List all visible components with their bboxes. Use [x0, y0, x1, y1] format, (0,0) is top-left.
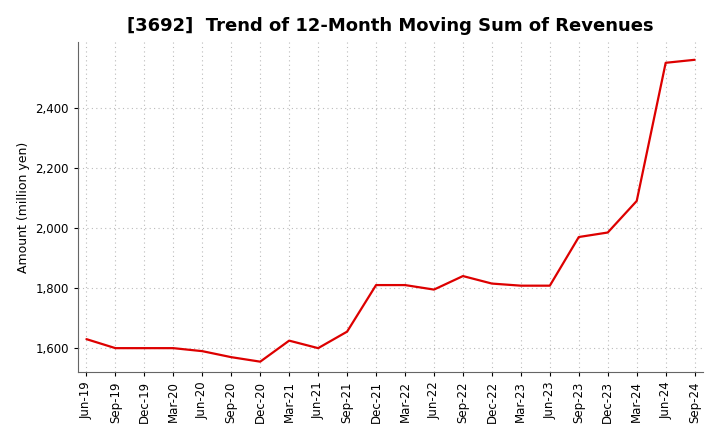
- Y-axis label: Amount (million yen): Amount (million yen): [17, 141, 30, 273]
- Title: [3692]  Trend of 12-Month Moving Sum of Revenues: [3692] Trend of 12-Month Moving Sum of R…: [127, 17, 654, 35]
